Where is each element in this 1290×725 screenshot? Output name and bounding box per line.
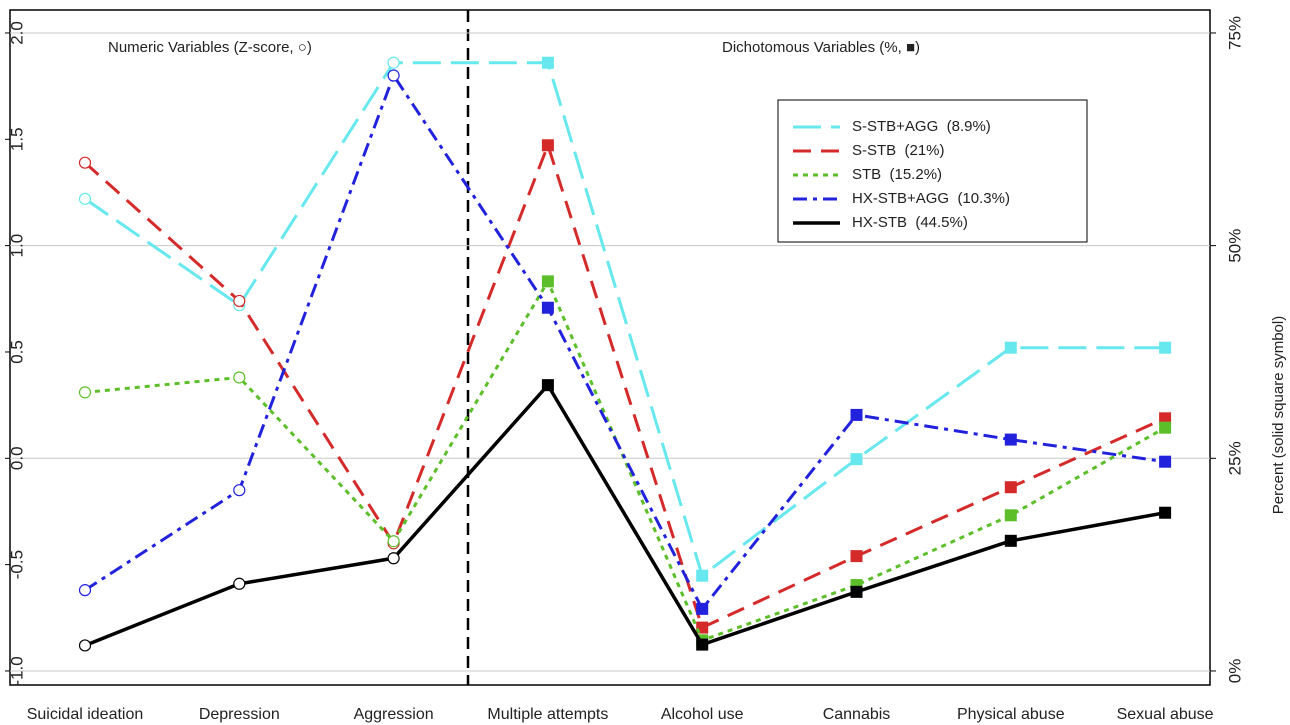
y2-tick-label: 0% — [1225, 659, 1244, 684]
point-square — [850, 453, 863, 466]
y-tick-label: -0.5 — [7, 550, 26, 579]
legend-label: HX-STB (44.5%) — [852, 214, 968, 231]
y-tick-label: 2.0 — [7, 21, 26, 45]
point-square — [1004, 341, 1017, 354]
point-circle — [387, 56, 400, 69]
annotation: Numeric Variables (Z-score, ○) — [108, 39, 312, 56]
x-tick-label: Physical abuse — [957, 706, 1065, 723]
plot-frame — [9, 9, 1211, 686]
point-square — [541, 379, 554, 392]
y2-axis-label: Percent (solid square symbol) — [1270, 316, 1287, 514]
legend-box — [777, 99, 1088, 243]
point-circle — [78, 639, 92, 652]
point-square — [1159, 506, 1172, 519]
point-square — [1004, 433, 1017, 446]
legend-label: STB (15.2%) — [852, 166, 942, 183]
point-square — [1159, 455, 1172, 468]
legend-label: HX-STB+AGG (10.3%) — [852, 190, 1010, 207]
x-tick-label: Aggression — [354, 706, 434, 723]
point-square — [696, 602, 709, 615]
y-tick-label: 0.0 — [7, 446, 26, 470]
point-circle — [233, 577, 246, 590]
point-circle — [387, 535, 400, 548]
series-line — [84, 72, 1166, 612]
y-tick-label: 1.0 — [7, 234, 26, 258]
point-square — [541, 301, 554, 314]
point-square — [850, 408, 863, 421]
y2-tick-label: 50% — [1225, 229, 1244, 263]
point-circle — [78, 386, 92, 399]
point-circle — [233, 371, 246, 384]
series-line — [84, 382, 1166, 648]
point-circle — [78, 192, 92, 205]
x-tick-label: Multiple attempts — [487, 706, 608, 723]
y-tick-label: 1.5 — [7, 127, 26, 151]
legend-label: S-STB+AGG (8.9%) — [852, 118, 991, 135]
point-square — [850, 585, 863, 598]
point-square — [1159, 412, 1172, 425]
point-square — [1159, 421, 1172, 434]
x-tick-label: Suicidal ideation — [27, 706, 144, 723]
point-circle — [387, 69, 400, 82]
point-square — [541, 139, 554, 152]
point-square — [850, 550, 863, 563]
x-tick-label: Cannabis — [823, 706, 891, 723]
point-circle — [78, 156, 92, 169]
point-square — [1004, 481, 1017, 494]
y2-tick-label: 25% — [1225, 441, 1244, 475]
x-tick-label: Alcohol use — [661, 706, 744, 723]
point-square — [1159, 341, 1172, 354]
point-circle — [78, 584, 92, 597]
point-square — [696, 638, 709, 651]
point-circle — [233, 484, 246, 497]
x-tick-label: Depression — [199, 706, 280, 723]
y-tick-label: -1.0 — [7, 656, 26, 685]
annotation: Dichotomous Variables (%, ■) — [722, 39, 920, 56]
point-square — [696, 569, 709, 582]
point-circle — [233, 294, 246, 308]
series-line — [84, 278, 1166, 643]
y-tick-label: 0.5 — [7, 340, 26, 364]
series-line — [83, 140, 1166, 630]
point-square — [541, 56, 554, 69]
point-square — [1004, 534, 1017, 547]
x-tick-label: Sexual abuse — [1117, 706, 1214, 723]
point-square — [1004, 509, 1017, 522]
point-circle — [387, 552, 400, 565]
legend-label: S-STB (21%) — [852, 142, 945, 159]
y2-tick-label: 75% — [1225, 16, 1244, 50]
point-square — [541, 275, 554, 288]
series-line — [84, 61, 1166, 579]
